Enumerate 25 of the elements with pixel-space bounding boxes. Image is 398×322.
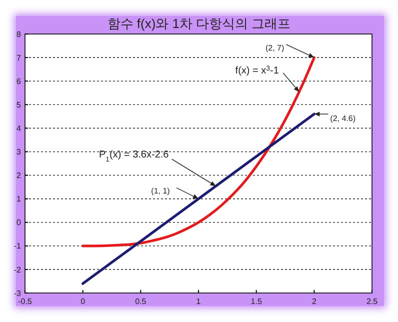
x-tick-label: 2	[312, 297, 317, 306]
x-tick-label: 1	[196, 297, 202, 306]
x-tick-label: 0.5	[135, 297, 147, 306]
annotation: (1, 1)	[151, 186, 170, 196]
y-tick-label: 5	[16, 100, 22, 110]
y-tick-label: 8	[16, 30, 22, 39]
y-tick-label: 4	[16, 124, 22, 133]
y-tick-label: -2	[14, 265, 22, 274]
y-tick-label: 0	[16, 218, 22, 228]
y-tick-label: 2	[16, 171, 22, 180]
annotation: P$_{1}$(x) = 3.6x-2.6	[98, 150, 170, 164]
x-tick-label: -0.5	[18, 297, 32, 306]
chart-title: 함수 f(x)와 1차 다항식의 그래프	[107, 16, 291, 31]
y-tick-label: -1	[14, 242, 22, 251]
y-tick-label: 1	[16, 194, 22, 204]
y-tick-label: -3	[14, 288, 22, 298]
annotation: (2, 7)	[265, 43, 285, 52]
annotation: f(x) = x$^{3}$-1	[235, 64, 280, 76]
x-tick-label: 2.5	[366, 297, 378, 306]
y-tick-label: 3	[16, 148, 22, 157]
x-tick-label: 1.5	[250, 297, 262, 306]
annotation: (2, 4.6)	[330, 114, 356, 123]
x-tick-label: 0	[80, 297, 86, 306]
y-tick-label: 6	[16, 76, 22, 86]
y-tick-label: 7	[16, 53, 22, 62]
